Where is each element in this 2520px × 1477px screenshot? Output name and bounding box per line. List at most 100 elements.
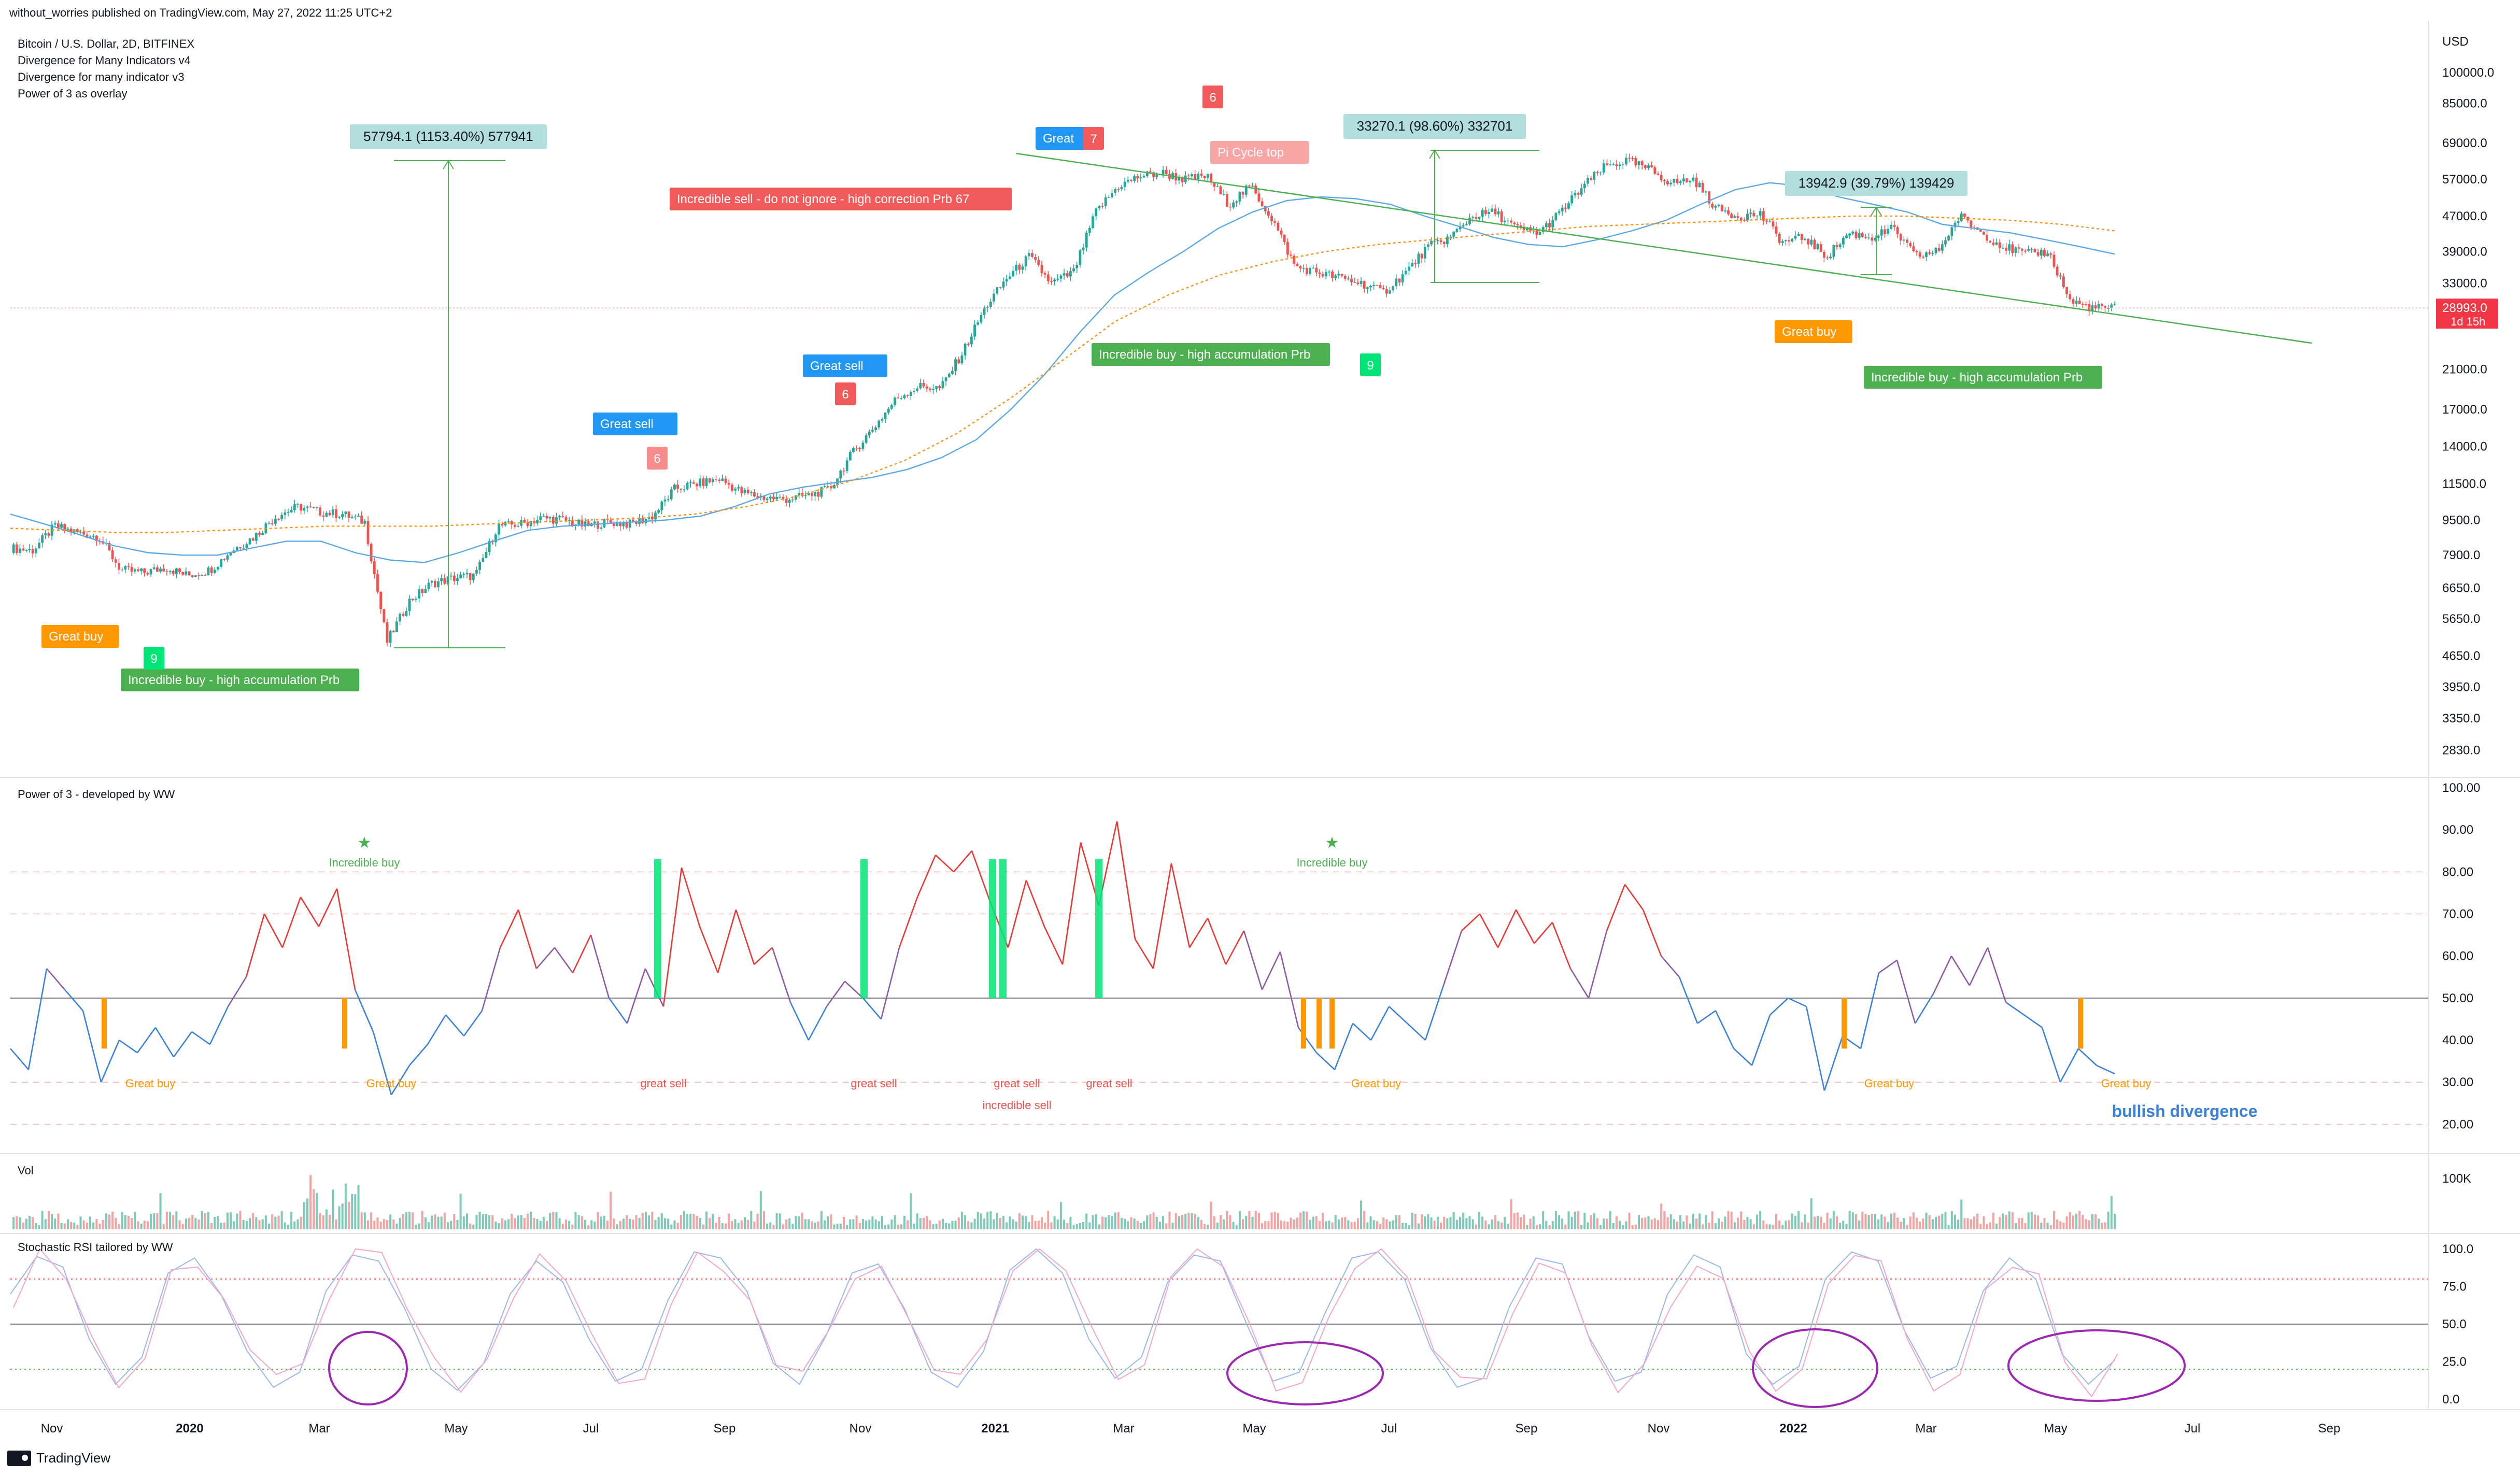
- volume-panel[interactable]: [12, 1175, 2116, 1229]
- volume-bar: [2059, 1221, 2062, 1229]
- power3-line-segment: [1551, 922, 1572, 969]
- candle-body: [545, 516, 548, 519]
- candle-body: [996, 287, 999, 294]
- volume-bar: [897, 1225, 899, 1229]
- volume-bar: [999, 1218, 1001, 1229]
- volume-bar: [1829, 1218, 1832, 1229]
- volume-bar: [1165, 1223, 1168, 1229]
- volume-bar: [926, 1216, 928, 1229]
- volume-bar: [670, 1225, 673, 1229]
- price-tick-label: 7900.0: [2442, 548, 2480, 562]
- stoch-rsi-panel[interactable]: [10, 1248, 2428, 1408]
- price-panel[interactable]: [10, 153, 2428, 647]
- volume-bar: [1513, 1213, 1516, 1229]
- candle-body: [609, 520, 612, 523]
- candle-body: [1079, 250, 1082, 265]
- candle-body: [1350, 278, 1353, 282]
- candle-body: [25, 550, 28, 551]
- volume-bar: [95, 1218, 98, 1229]
- power3-line-segment: [1442, 930, 1463, 986]
- candle-body: [274, 519, 277, 524]
- power3-line-segment: [1624, 884, 1644, 911]
- volume-bar: [1561, 1218, 1564, 1229]
- volume-bar: [1152, 1212, 1155, 1229]
- candle-body: [175, 568, 178, 574]
- candle-body: [2030, 249, 2033, 250]
- candle-body: [699, 478, 702, 487]
- candle-body: [383, 609, 386, 622]
- volume-bar: [306, 1198, 308, 1229]
- power3-line-segment: [2041, 1027, 2061, 1083]
- volume-bar: [418, 1223, 420, 1229]
- volume-bar: [482, 1214, 484, 1229]
- candle-body: [1072, 268, 1075, 272]
- power3-line-segment: [427, 1014, 447, 1045]
- star-icon: ★: [358, 834, 372, 851]
- volume-bar: [808, 1219, 810, 1229]
- volume-bar: [194, 1218, 197, 1229]
- candle-body: [325, 513, 328, 517]
- volume-bar: [574, 1212, 577, 1229]
- volume-bar: [1178, 1216, 1180, 1229]
- volume-bar: [379, 1222, 382, 1229]
- power3-line-segment: [554, 947, 574, 973]
- volume-bar: [910, 1193, 912, 1229]
- candle-body: [485, 552, 488, 558]
- candle-body: [715, 479, 717, 480]
- candle-body: [548, 517, 551, 519]
- candle-body: [159, 569, 162, 572]
- candle-body: [2110, 304, 2113, 308]
- power3-line-segment: [1316, 1052, 1335, 1070]
- power3-line-segment: [1823, 1035, 1844, 1091]
- volume-bar: [1510, 1199, 1512, 1229]
- power3-line-segment: [191, 1031, 210, 1045]
- volume-bar: [852, 1219, 855, 1229]
- volume-bar: [626, 1215, 628, 1229]
- volume-bar: [1235, 1225, 1238, 1229]
- candle-body: [520, 520, 523, 526]
- volume-bar: [415, 1225, 417, 1229]
- candle-body: [1599, 172, 1602, 174]
- power3-line-segment: [862, 998, 882, 1020]
- candle-body: [1488, 211, 1490, 214]
- candle-body: [338, 517, 341, 518]
- volume-bar: [1877, 1219, 1880, 1229]
- volume-bar: [1804, 1214, 1806, 1229]
- volume-bar: [1676, 1222, 1678, 1229]
- volume-bar: [1012, 1219, 1014, 1229]
- candle-body: [1462, 225, 1465, 226]
- volume-bar: [622, 1218, 625, 1229]
- volume-bar: [456, 1219, 459, 1229]
- volume-bar: [960, 1212, 963, 1229]
- incredible-sell-label: Incredible sell - do not ignore - high c…: [677, 192, 969, 206]
- volume-bar: [1606, 1218, 1608, 1229]
- candle-body: [1468, 218, 1471, 224]
- volume-bar: [1226, 1211, 1228, 1229]
- power3-line-segment: [971, 850, 991, 902]
- volume-bar: [191, 1214, 194, 1229]
- volume-bar: [16, 1216, 18, 1229]
- candle-body: [1835, 245, 1838, 247]
- volume-bar: [1021, 1215, 1024, 1229]
- candle-body: [1411, 263, 1414, 267]
- power3-label: great sell: [1086, 1077, 1132, 1090]
- volume-bar: [105, 1213, 107, 1229]
- volume-bar: [737, 1223, 740, 1229]
- great-sell-label: Great sell: [810, 359, 863, 373]
- volume-bar: [233, 1221, 235, 1229]
- candle-body: [1676, 179, 1679, 183]
- power3-tick-label: 90.00: [2442, 823, 2473, 837]
- stoch-d-line: [13, 1248, 2118, 1398]
- candle-body: [373, 561, 376, 574]
- volume-bar: [1526, 1225, 1528, 1229]
- volume-bar: [2018, 1218, 2020, 1229]
- volume-bar: [654, 1220, 657, 1229]
- candle-body: [53, 523, 56, 525]
- candle-body: [1353, 282, 1356, 283]
- candle-body: [1273, 221, 1277, 223]
- candle-body: [1995, 242, 1998, 245]
- volume-bar: [1497, 1221, 1499, 1229]
- power3-line-segment: [1334, 1023, 1354, 1070]
- price-tick-label: 85000.0: [2442, 97, 2487, 111]
